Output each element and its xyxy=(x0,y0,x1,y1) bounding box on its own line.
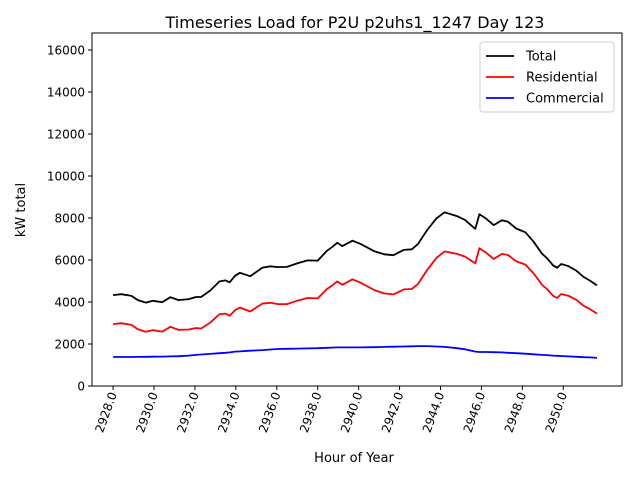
legend-label-residential: Residential xyxy=(526,71,598,86)
y-tick-label: 0 xyxy=(77,380,85,394)
series-layer xyxy=(113,211,598,359)
y-tick-label: 16000 xyxy=(47,44,85,58)
series-line-total xyxy=(113,211,598,304)
series-line-commercial xyxy=(113,345,598,359)
x-tick-label: 2948.0 xyxy=(502,390,530,434)
x-tick-label: 2942.0 xyxy=(379,390,407,434)
x-tick-label: 2950.0 xyxy=(543,390,571,434)
y-tick-label: 6000 xyxy=(54,254,85,268)
y-tick-label: 2000 xyxy=(54,338,85,352)
x-axis: 2928.0 2930.0 2932.0 2934.0 2936.0 2938.0 2940… xyxy=(92,386,570,434)
legend-label-total: Total xyxy=(525,50,556,65)
y-tick-label: 8000 xyxy=(54,212,85,226)
x-tick-label: 2946.0 xyxy=(461,390,489,434)
legend-label-commercial: Commercial xyxy=(526,92,604,107)
x-tick-label: 2940.0 xyxy=(338,390,366,434)
y-tick-label: 14000 xyxy=(47,86,85,100)
legend-box xyxy=(479,41,615,113)
x-tick-label: 2936.0 xyxy=(256,390,284,434)
x-tick-label: 2938.0 xyxy=(297,390,325,434)
plot-frame xyxy=(91,32,623,387)
x-tick-label: 2928.0 xyxy=(92,390,120,434)
y-tick-label: 10000 xyxy=(47,170,85,184)
y-tick-label: 4000 xyxy=(54,296,85,310)
y-axis-label: kW total xyxy=(14,183,29,237)
chart-title: Timeseries Load for P2U p2uhs1_1247 Day … xyxy=(165,13,545,33)
series-line-residential xyxy=(113,247,598,333)
x-tick-label: 2932.0 xyxy=(174,390,202,434)
x-tick-label: 2944.0 xyxy=(420,390,448,434)
y-axis: 0 2000 4000 6000 8000 10000 12000 14000 16000 xyxy=(47,44,92,394)
x-tick-label: 2934.0 xyxy=(215,390,243,434)
x-tick-label: 2930.0 xyxy=(133,390,161,434)
legend: Total Residential Commercial xyxy=(479,41,615,113)
x-axis-label: Hour of Year xyxy=(314,451,394,466)
y-tick-label: 12000 xyxy=(47,128,85,142)
